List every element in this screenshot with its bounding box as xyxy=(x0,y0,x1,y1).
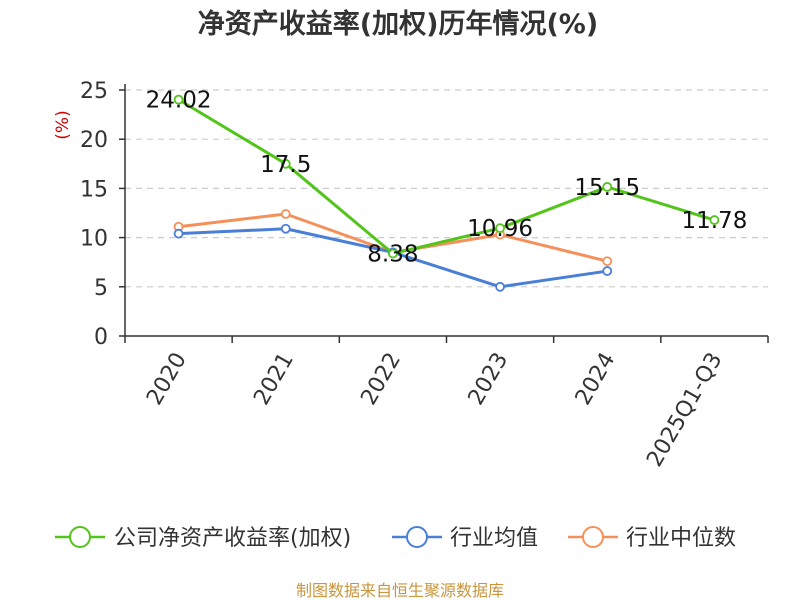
legend-label: 行业中位数 xyxy=(626,526,736,551)
y-tick-label: 20 xyxy=(80,128,108,153)
x-tick-label: 2024 xyxy=(571,349,621,410)
legend: 公司净资产收益率(加权) 行业均值 行业中位数 xyxy=(55,526,736,551)
data-point xyxy=(280,223,291,234)
series xyxy=(173,94,720,292)
data-point xyxy=(173,228,184,239)
data-label: 17.5 xyxy=(260,152,311,178)
y-tick-label: 0 xyxy=(94,325,108,350)
data-point xyxy=(173,94,184,105)
data-point xyxy=(280,209,291,219)
data-label: 10.96 xyxy=(467,216,533,242)
y-tick-label: 5 xyxy=(94,276,108,301)
y-axis-label: (%) xyxy=(53,110,73,139)
x-tick-label: 2025Q1-Q3 xyxy=(642,349,727,472)
data-point xyxy=(602,266,613,276)
data-point xyxy=(495,223,505,234)
source-note: 制图数据来自恒生聚源数据库 xyxy=(296,581,504,600)
legend-label: 行业均值 xyxy=(450,526,538,551)
data-label: 8.38 xyxy=(367,242,418,268)
data-point xyxy=(388,248,398,259)
data-label: 24.02 xyxy=(146,88,212,114)
legend-label: 公司净资产收益率(加权) xyxy=(114,526,351,551)
data-point xyxy=(495,281,505,292)
data-labels: 24.02 17.5 8.38 10.96 15.15 11.78 xyxy=(146,88,748,268)
grid xyxy=(125,89,768,288)
x-tick-label: 2023 xyxy=(464,349,514,410)
legend-marker xyxy=(582,526,604,548)
x-tick-label: 2022 xyxy=(356,349,406,410)
x-tick-label: 2021 xyxy=(249,349,299,410)
chart-title: 净资产收益率(加权)历年情况(%) xyxy=(198,8,598,40)
data-label: 11.78 xyxy=(681,208,747,234)
legend-marker xyxy=(69,526,91,548)
data-point xyxy=(709,215,720,225)
axes: 0 5 10 15 20 25 2020 2021 2022 2023 2024 2025Q1-Q3 xyxy=(80,79,769,472)
x-tick-label: 2020 xyxy=(142,349,192,410)
data-label: 15.15 xyxy=(574,175,640,201)
y-tick-label: 10 xyxy=(80,227,108,252)
legend-marker xyxy=(406,526,428,548)
y-tick-label: 25 xyxy=(80,79,108,104)
y-tick-label: 15 xyxy=(80,177,108,202)
series-line xyxy=(177,98,715,256)
data-point xyxy=(602,256,613,267)
data-point xyxy=(602,182,613,192)
data-point xyxy=(280,158,291,169)
